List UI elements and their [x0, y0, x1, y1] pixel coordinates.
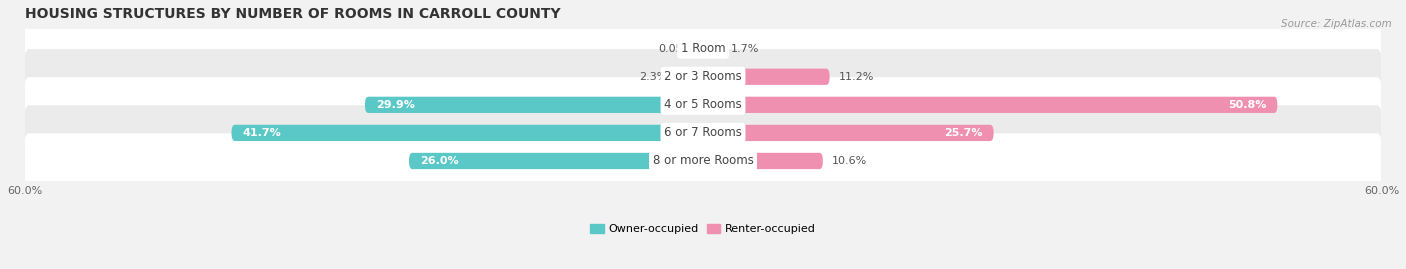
Text: 0.05%: 0.05% — [658, 44, 693, 54]
FancyBboxPatch shape — [678, 69, 703, 85]
FancyBboxPatch shape — [703, 125, 994, 141]
Text: 26.0%: 26.0% — [420, 156, 458, 166]
FancyBboxPatch shape — [703, 69, 830, 85]
FancyBboxPatch shape — [409, 153, 703, 169]
FancyBboxPatch shape — [703, 41, 723, 57]
FancyBboxPatch shape — [24, 49, 1382, 104]
Text: 41.7%: 41.7% — [243, 128, 281, 138]
Text: 4 or 5 Rooms: 4 or 5 Rooms — [664, 98, 742, 111]
FancyBboxPatch shape — [232, 125, 703, 141]
FancyBboxPatch shape — [703, 153, 823, 169]
Text: 11.2%: 11.2% — [839, 72, 875, 82]
Text: HOUSING STRUCTURES BY NUMBER OF ROOMS IN CARROLL COUNTY: HOUSING STRUCTURES BY NUMBER OF ROOMS IN… — [24, 7, 560, 21]
Text: 6 or 7 Rooms: 6 or 7 Rooms — [664, 126, 742, 139]
FancyBboxPatch shape — [24, 105, 1382, 161]
FancyBboxPatch shape — [24, 133, 1382, 189]
FancyBboxPatch shape — [24, 21, 1382, 76]
Text: 29.9%: 29.9% — [377, 100, 415, 110]
Text: 2.3%: 2.3% — [640, 72, 668, 82]
FancyBboxPatch shape — [703, 97, 1278, 113]
Text: 1 Room: 1 Room — [681, 42, 725, 55]
Text: 8 or more Rooms: 8 or more Rooms — [652, 154, 754, 168]
Text: 2 or 3 Rooms: 2 or 3 Rooms — [664, 70, 742, 83]
Text: 25.7%: 25.7% — [943, 128, 983, 138]
Legend: Owner-occupied, Renter-occupied: Owner-occupied, Renter-occupied — [586, 220, 820, 239]
Text: 1.7%: 1.7% — [731, 44, 759, 54]
Text: 50.8%: 50.8% — [1227, 100, 1265, 110]
Text: 10.6%: 10.6% — [832, 156, 868, 166]
FancyBboxPatch shape — [24, 77, 1382, 133]
Text: Source: ZipAtlas.com: Source: ZipAtlas.com — [1281, 19, 1392, 29]
FancyBboxPatch shape — [366, 97, 703, 113]
